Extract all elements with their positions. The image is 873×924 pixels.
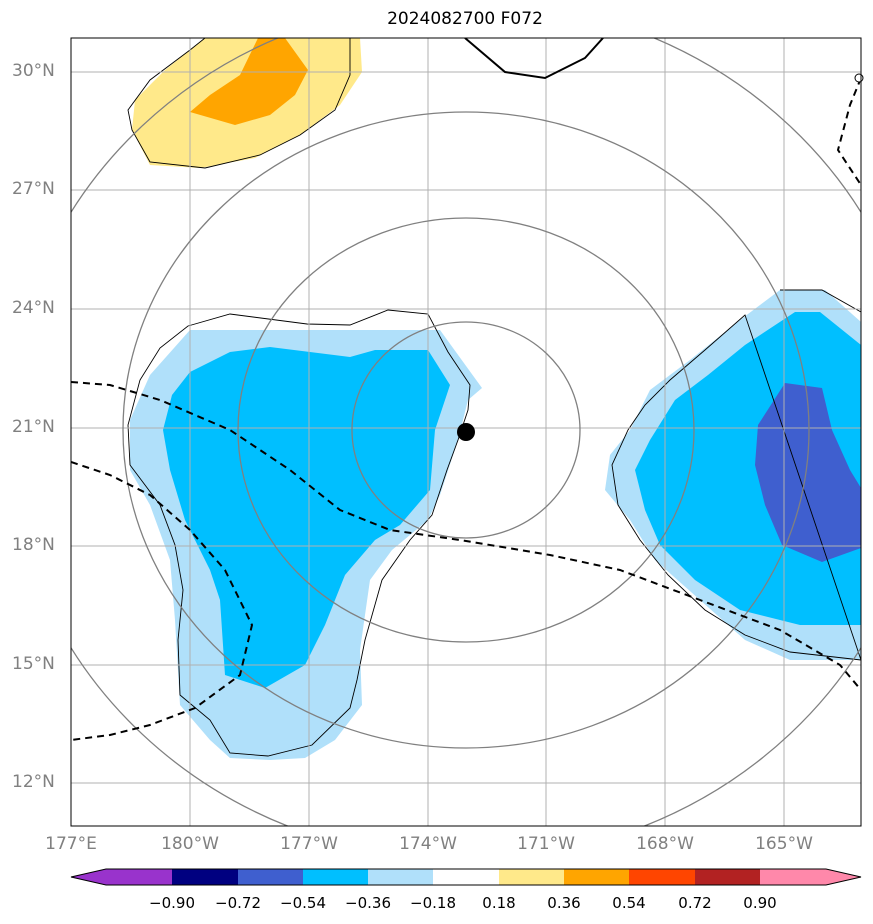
colorbar-tick: 0.18: [482, 894, 516, 912]
colorbar-tick: 0.36: [547, 894, 581, 912]
colorbar-tick: 0.72: [678, 894, 712, 912]
lon-label-171w: 171°W: [517, 834, 575, 854]
colorbar: [70, 868, 862, 886]
lat-label-30n: 30°N: [12, 61, 55, 81]
lat-label-15n: 15°N: [12, 654, 55, 674]
plot-frame: [70, 37, 862, 827]
lat-label-12n: 12°N: [12, 772, 55, 792]
positive-anomaly-north: [127, 38, 362, 169]
range-rings: [71, 38, 861, 826]
colorbar-tick: −0.54: [280, 894, 326, 912]
map-title: 2024082700 F072: [387, 9, 543, 29]
negative-anomaly-east: [605, 289, 861, 661]
lon-label-165w: 165°W: [755, 834, 813, 854]
lon-label-168w: 168°W: [636, 834, 694, 854]
lat-label-27n: 27°N: [12, 179, 55, 199]
graticule: [71, 38, 861, 826]
colorbar-tick: −0.90: [149, 894, 195, 912]
lat-label-21n: 21°N: [12, 417, 55, 437]
lon-label-174w: 174°W: [399, 834, 457, 854]
storm-center-marker: [457, 423, 475, 441]
track-lines: [71, 38, 861, 741]
lon-label-177e: 177°E: [45, 834, 97, 854]
lon-label-180w: 180°W: [161, 834, 219, 854]
colorbar-tick: 0.54: [612, 894, 646, 912]
colorbar-tick: −0.18: [410, 894, 456, 912]
lat-label-18n: 18°N: [12, 535, 55, 555]
colorbar-tick: −0.36: [345, 894, 391, 912]
lat-label-24n: 24°N: [12, 298, 55, 318]
track-point-marker: [854, 73, 864, 83]
plot-area: [71, 38, 861, 826]
colorbar-tick: 0.90: [743, 894, 777, 912]
lon-label-177w: 177°W: [280, 834, 338, 854]
colorbar-tick: −0.72: [215, 894, 261, 912]
